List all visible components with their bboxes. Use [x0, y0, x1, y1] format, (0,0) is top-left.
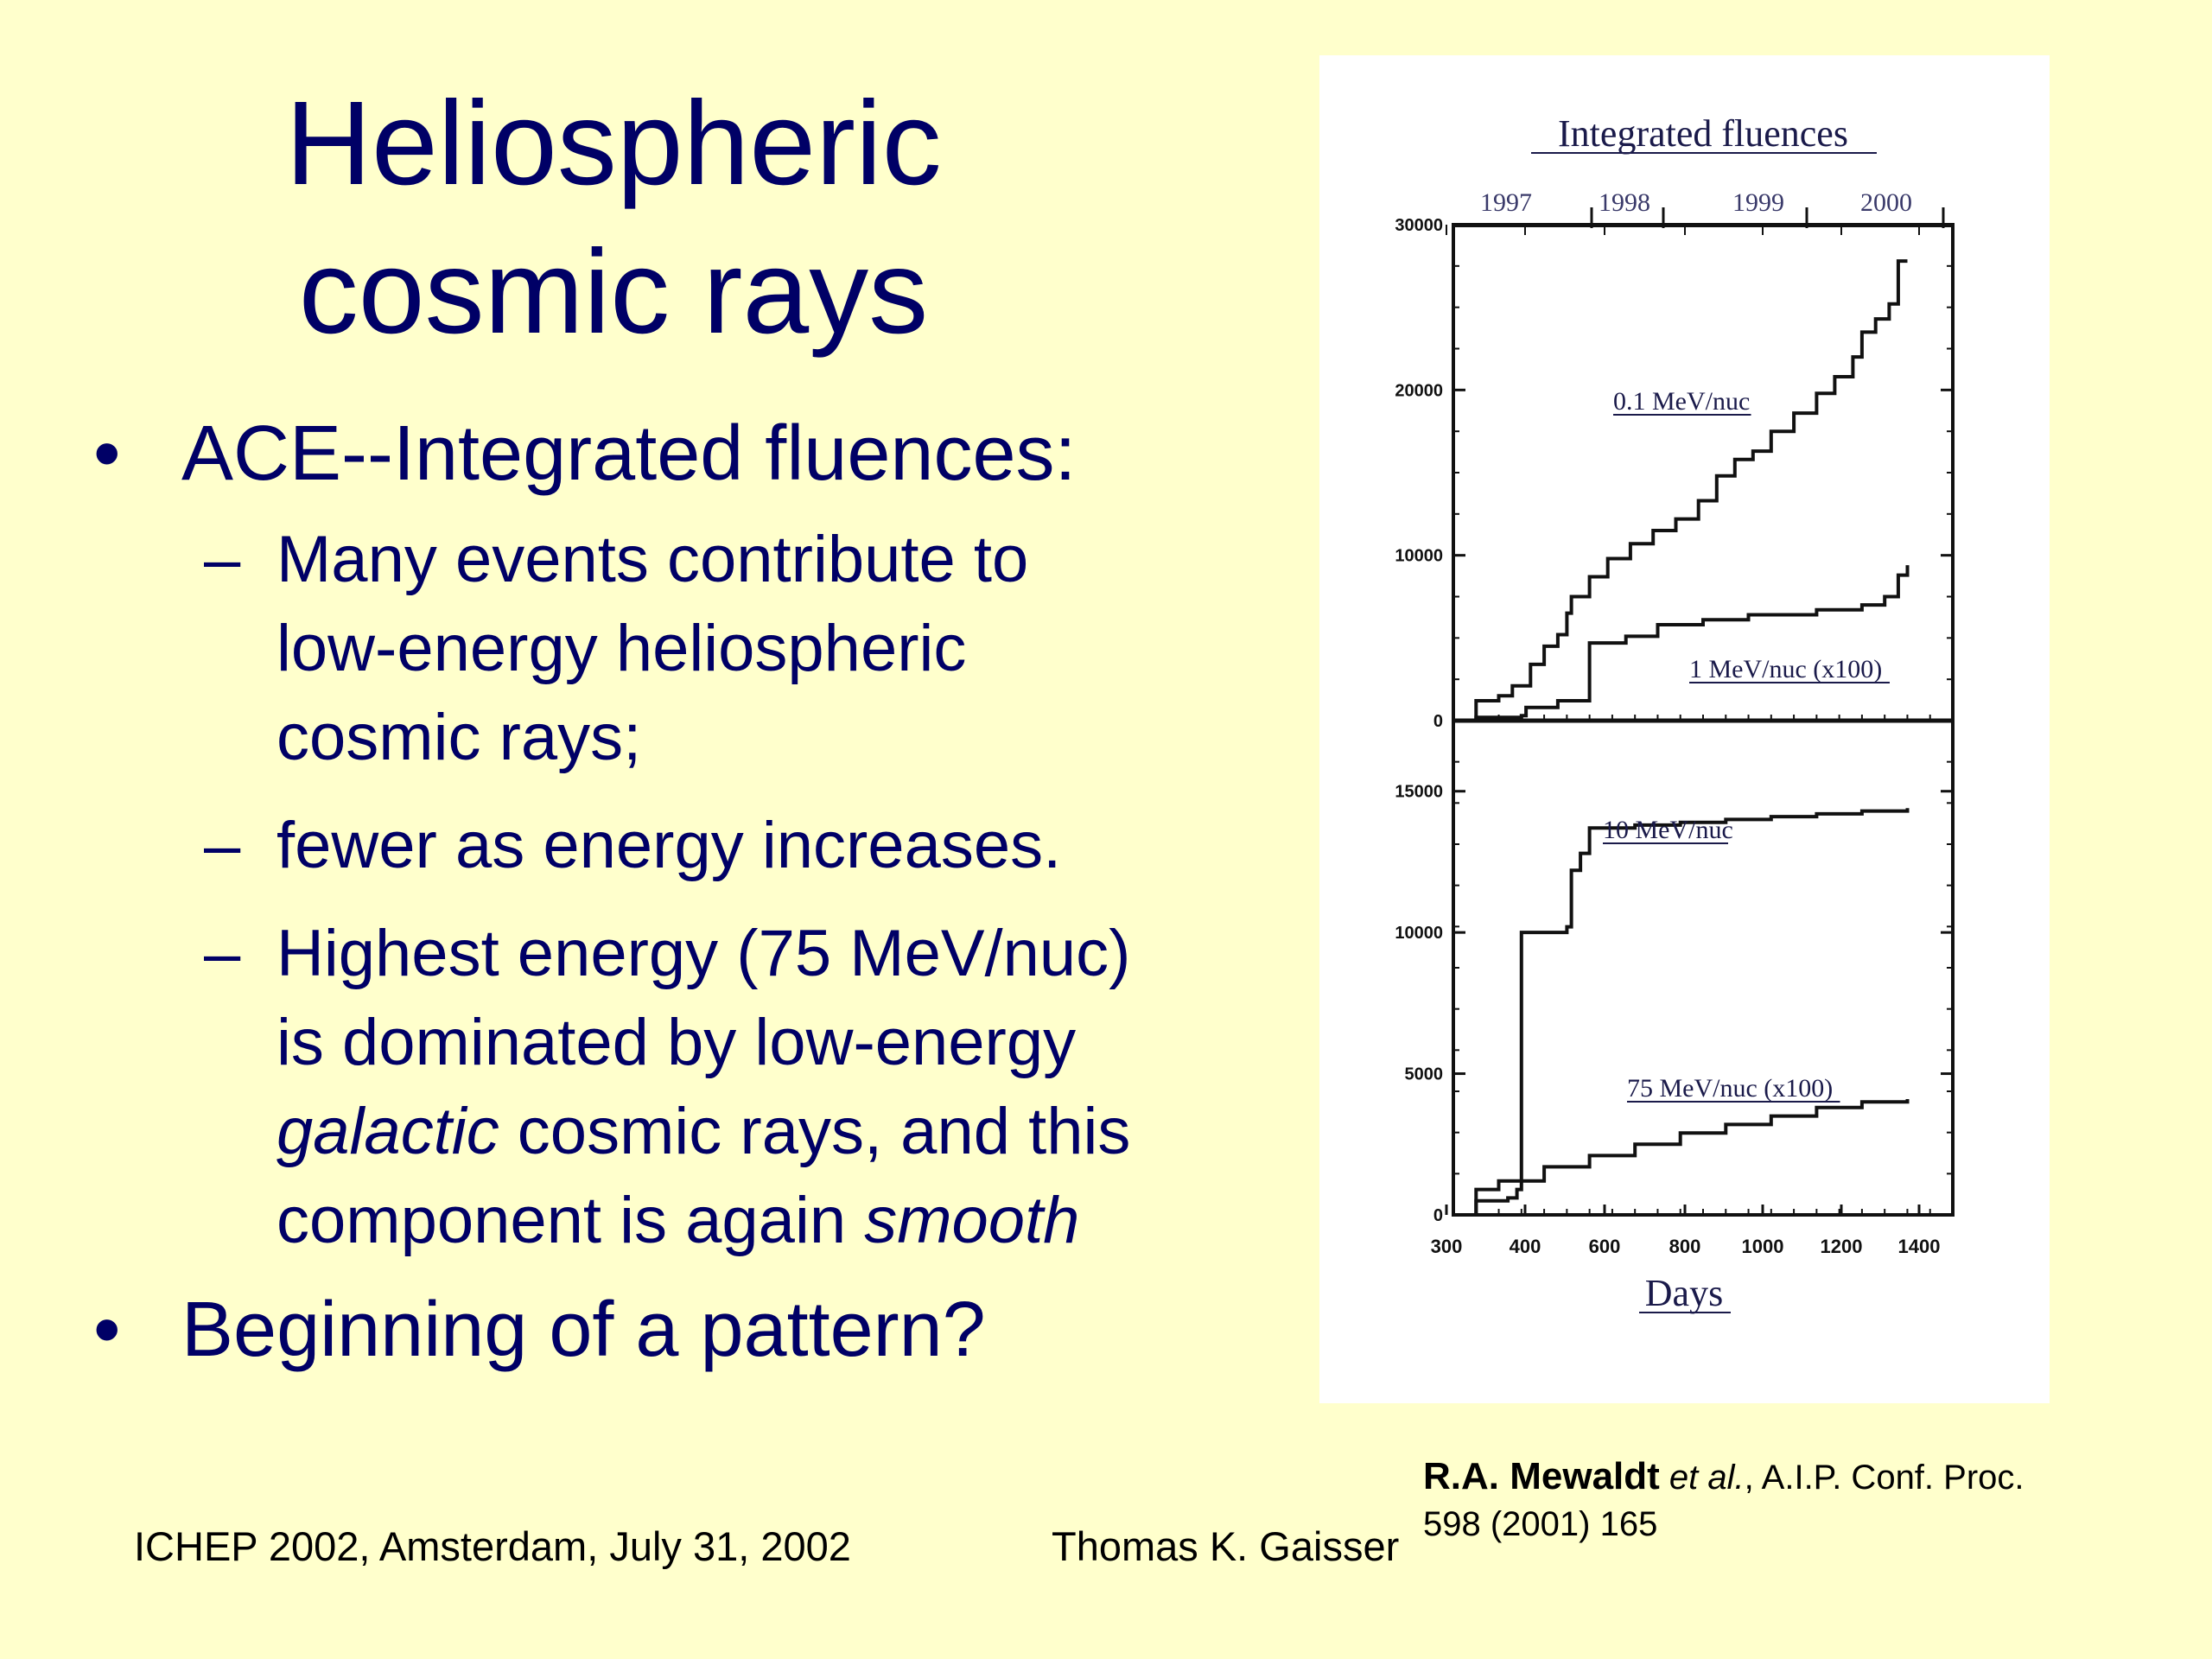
- y-tick-label: 10000: [1395, 924, 1443, 943]
- citation-rest: , A.I.P. Conf. Proc.: [1744, 1459, 2024, 1497]
- title-line-2: cosmic rays: [298, 226, 929, 359]
- series-line: [1453, 565, 1910, 722]
- sub3-line-4-rest: component is again: [276, 1184, 865, 1257]
- smooth-italic: smooth: [864, 1184, 1080, 1257]
- citation-etal: et al.: [1669, 1459, 1745, 1497]
- y-tick-label: 0: [1433, 712, 1443, 731]
- footer-author: Thomas K. Gaisser: [1052, 1523, 1400, 1569]
- footer-conference: ICHEP 2002, Amsterdam, July 31, 2002: [134, 1523, 851, 1569]
- y-tick-label: 30000: [1395, 216, 1443, 235]
- x-tick-label: 600: [1589, 1236, 1621, 1257]
- sub3-line-3: galactic cosmic rays, and this: [276, 1087, 1303, 1176]
- bullet-symbol: •: [93, 410, 121, 497]
- citation-author: R.A. Mewaldt: [1423, 1455, 1660, 1497]
- x-axis-label: Days: [1645, 1272, 1723, 1314]
- x-tick-label: 1400: [1898, 1236, 1941, 1257]
- title-line-1: Heliospheric: [285, 77, 942, 210]
- x-tick-label: 1200: [1821, 1236, 1863, 1257]
- dash-symbol: –: [204, 809, 241, 882]
- sub-bullet-many-events: – Many events contribute to low-energy h…: [93, 515, 1303, 782]
- chart-labels-group: 1997 1998 1999 2000 300 400 600 800 1000 1200 1400…: [1395, 188, 1940, 1257]
- y-tick-label: 15000: [1395, 783, 1443, 802]
- x-tick-label: 300: [1431, 1236, 1463, 1257]
- series-label: 1 MeV/nuc (x100): [1689, 655, 1882, 683]
- series-line: [1453, 259, 1908, 722]
- y-tick-label: 10000: [1395, 547, 1443, 566]
- dash-symbol: –: [204, 523, 241, 596]
- citation: R.A. Mewaldt et al., A.I.P. Conf. Proc. …: [1423, 1453, 2024, 1548]
- year-label: 1998: [1599, 188, 1650, 217]
- citation-line-1: R.A. Mewaldt et al., A.I.P. Conf. Proc.: [1423, 1453, 2024, 1501]
- bullet-ace: • ACE--Integrated fluences:: [93, 406, 1303, 501]
- bullet-symbol: •: [93, 1287, 121, 1373]
- fluence-chart: Integrated fluences 1997 1998 1999 2000 300 4…: [1395, 112, 1955, 1314]
- series-label: 0.1 MeV/nuc: [1613, 387, 1750, 416]
- galactic-italic: galactic: [276, 1095, 499, 1168]
- sub3-line-2: is dominated by low-energy: [276, 1006, 1077, 1079]
- sub3-line-3-rest: cosmic rays, and this: [499, 1095, 1131, 1168]
- series-line: [1453, 1099, 1910, 1217]
- series-label: 75 MeV/nuc (x100): [1627, 1074, 1833, 1103]
- year-label: 2000: [1860, 188, 1912, 217]
- x-tick-label: 400: [1510, 1236, 1541, 1257]
- series-line: [1453, 808, 1910, 1217]
- sub3-line-1: Highest energy (75 MeV/nuc): [276, 917, 1131, 990]
- year-label: 1999: [1732, 188, 1784, 217]
- y-tick-label: 20000: [1395, 381, 1443, 400]
- sub1-line-3: cosmic rays;: [276, 701, 642, 774]
- bullet-pattern-text: Beginning of a pattern?: [181, 1287, 986, 1373]
- citation-line-2: 598 (2001) 165: [1423, 1505, 1658, 1543]
- chart-title: Integrated fluences: [1558, 112, 1848, 155]
- fluence-figure: Integrated fluences 1997 1998 1999 2000 300 4…: [1319, 55, 2050, 1403]
- bullet-list: • ACE--Integrated fluences: – Many event…: [93, 406, 1303, 1377]
- sub3-line-4: component is again smooth: [276, 1176, 1303, 1265]
- sub-bullet-fewer: – fewer as energy increases.: [93, 801, 1303, 890]
- sub1-line-1: Many events contribute to: [276, 523, 1029, 596]
- y-tick-label: 5000: [1405, 1065, 1444, 1084]
- dash-symbol: –: [204, 917, 241, 990]
- series-label: 10 MeV/nuc: [1603, 816, 1733, 844]
- bullet-pattern: • Beginning of a pattern?: [93, 1282, 1303, 1377]
- slide-title: Heliospheric cosmic rays: [259, 69, 968, 366]
- sub-bullet-highest-energy: – Highest energy (75 MeV/nuc) is dominat…: [93, 909, 1303, 1265]
- sub1-line-2: low-energy heliospheric: [276, 612, 967, 685]
- chart-series-group: [1453, 259, 1910, 1217]
- y-tick-label: 0: [1433, 1206, 1443, 1225]
- x-tick-label: 800: [1669, 1236, 1701, 1257]
- x-tick-label: 1000: [1742, 1236, 1784, 1257]
- year-label: 1997: [1480, 188, 1532, 217]
- bullet-ace-text: ACE--Integrated fluences:: [181, 410, 1077, 497]
- sub2-text: fewer as energy increases.: [276, 809, 1062, 882]
